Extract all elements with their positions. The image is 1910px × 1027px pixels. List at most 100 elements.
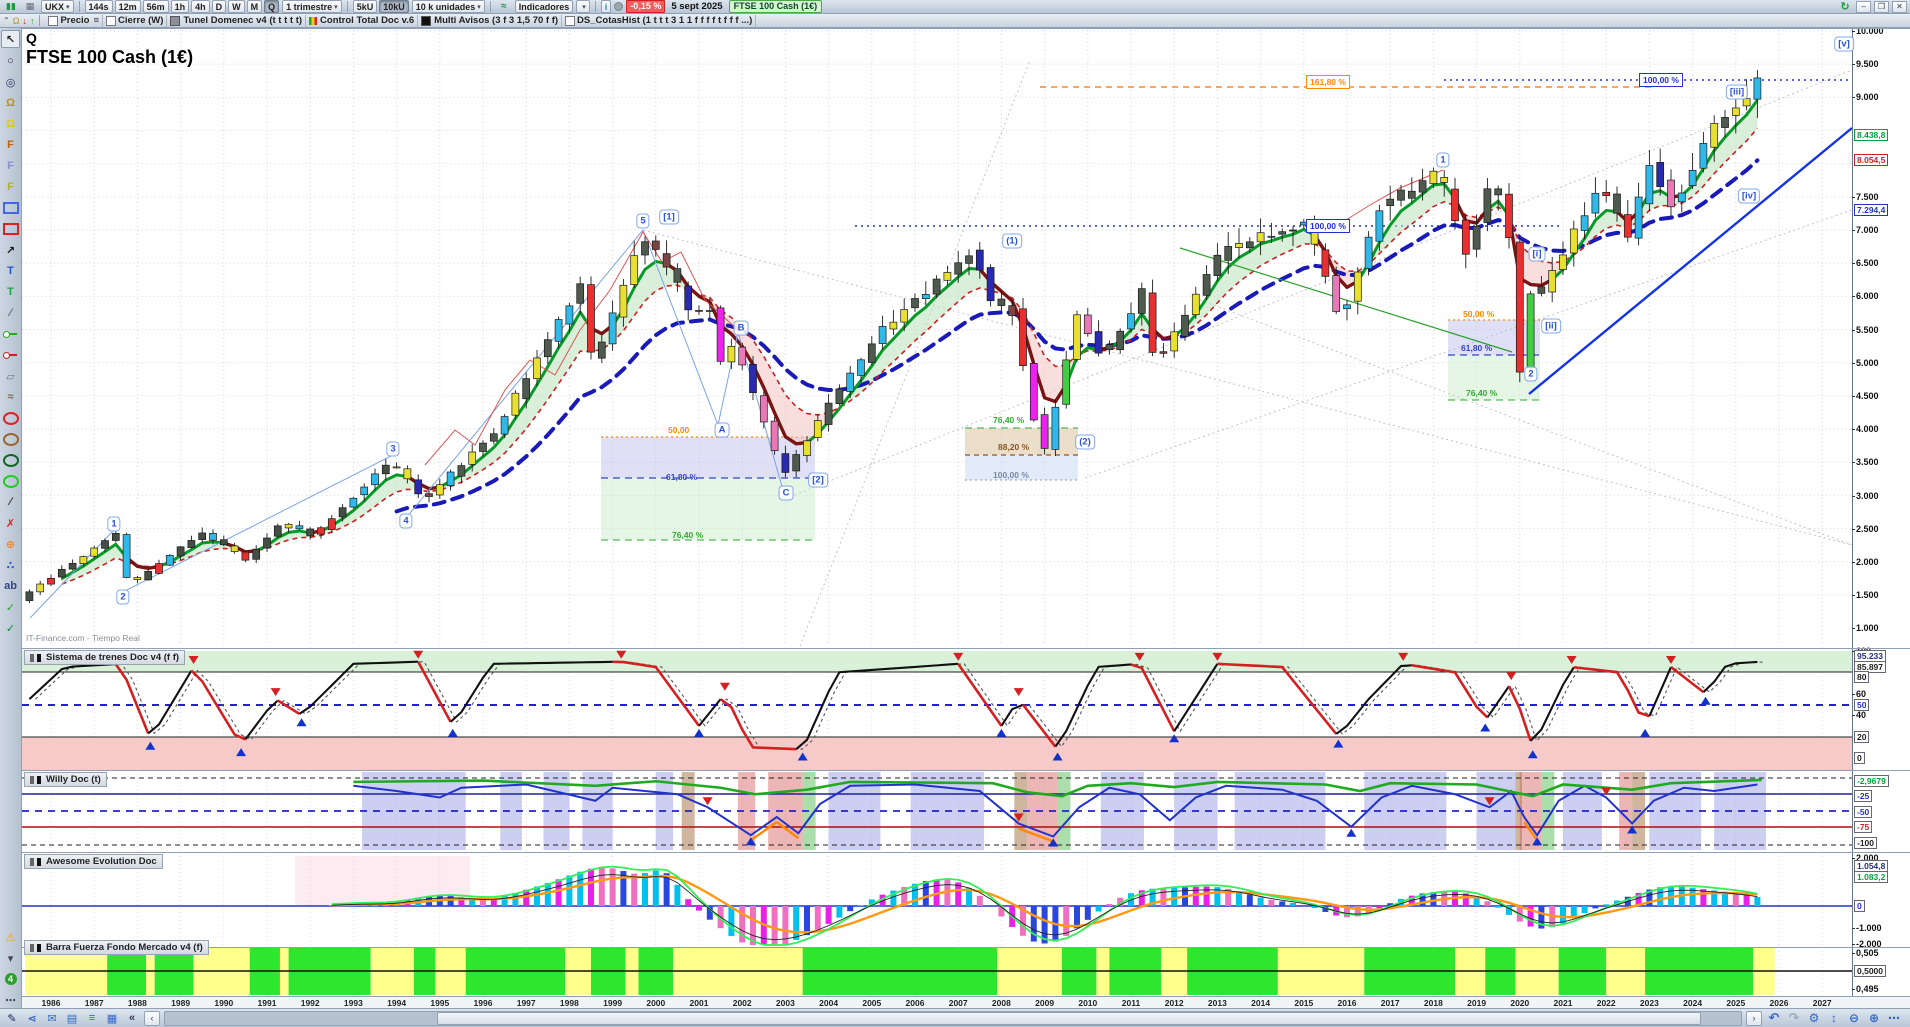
timeframe-button-D[interactable]: D [211, 0, 227, 13]
comment-icon[interactable]: ✉ [47, 1012, 57, 1025]
alarm-bell-tool[interactable]: Ω [6, 118, 15, 130]
fib-projection-tool[interactable]: F [7, 181, 14, 193]
scroll-right-button[interactable]: › [1746, 1010, 1762, 1026]
text-balloon-tool[interactable]: T [7, 286, 14, 298]
target-plus-tool[interactable]: ⊕ [5, 538, 16, 551]
ruler-tool[interactable]: ▱ [6, 370, 15, 383]
refresh-icon[interactable]: ↻ [1840, 1, 1850, 13]
panel-header-3[interactable]: Barra Fuerza Fondo Mercado v4 (f) [24, 940, 209, 955]
main-price-chart[interactable] [22, 28, 1852, 648]
more-icon[interactable]: ⋯ [5, 994, 16, 1007]
indicators-dropdown[interactable]: ▾ [576, 0, 590, 13]
cursor-tool[interactable]: ↖ [1, 30, 20, 48]
legend-item-5[interactable]: DS_CotasHist (1 t t t 3 1 1 f f f f t f … [562, 14, 757, 27]
abc-label-tool[interactable]: ab [4, 580, 17, 592]
checkbox-icon[interactable] [48, 15, 59, 26]
sell-arrow-icon[interactable]: ↓ [22, 15, 27, 26]
info-button[interactable]: i [600, 0, 612, 13]
ellipse-brown-tool[interactable] [2, 431, 19, 447]
snapshot-icon[interactable]: ▦ [106, 1012, 118, 1025]
legend-item-4[interactable]: Multi Avisos (3 f 3 1,5 70 f f) [418, 14, 563, 27]
indicators-button[interactable]: Indicadores [514, 0, 574, 13]
year-label: 1992 [300, 998, 320, 1008]
year-label: 1991 [257, 998, 277, 1008]
units-select[interactable]: 10 k unidades ▾ [411, 0, 485, 13]
tools-gear-icon[interactable]: ⚙ [1808, 1011, 1820, 1025]
fibonacci-tool[interactable]: F [7, 139, 14, 151]
timeframe-button-Q[interactable]: Q [264, 0, 280, 13]
redo-icon[interactable]: ↷ [1788, 1010, 1800, 1025]
channel-tool[interactable]: ≈ [7, 391, 14, 403]
timeframe-button-1h[interactable]: 1h [170, 0, 190, 13]
unit-button-5kU[interactable]: 5kU [352, 0, 378, 13]
symbol-select[interactable]: UKX ▾ [41, 0, 74, 13]
legend-item-3[interactable]: Control Total Doc v.6 [306, 14, 419, 27]
scroll-left-button[interactable]: ‹ [144, 1010, 160, 1026]
confirm-check-icon[interactable]: ✓ [5, 601, 16, 614]
zoom-fit-icon[interactable]: ↕ [1831, 1011, 1837, 1025]
list-icon[interactable]: ≡ [93, 15, 100, 26]
timeframe-button-56m[interactable]: 56m [142, 0, 169, 13]
checkbox-icon[interactable] [106, 15, 117, 26]
zoom-in-icon[interactable]: ⊕ [1868, 1011, 1880, 1025]
willy-panel[interactable] [22, 770, 1852, 852]
panel-header-2[interactable]: Awesome Evolution Doc [24, 854, 163, 869]
hline-red-tool[interactable] [2, 347, 19, 363]
pencil-icon[interactable]: ✎ [7, 1012, 17, 1025]
line-tool[interactable]: ∕ [9, 496, 12, 508]
restore-button[interactable]: ❐ [1874, 0, 1889, 13]
compare-icon[interactable]: ≡ [88, 1012, 96, 1024]
price-tick: 1.000 [1852, 623, 1879, 633]
ellipse-green-tool[interactable] [2, 473, 19, 489]
collapse-toolbar-icon[interactable]: ⌃ [3, 16, 10, 25]
fuerza-panel[interactable] [22, 947, 1852, 996]
rect-red-tool[interactable] [2, 221, 19, 237]
fib-retracement-tool[interactable]: F [7, 160, 14, 172]
delete-drawing-tool[interactable]: ✗ [5, 517, 16, 530]
trend-arrow-tool[interactable]: ↗ [5, 244, 16, 257]
zoom-out-icon[interactable]: ⊖ [1848, 1011, 1860, 1025]
scrollbar-track[interactable] [164, 1010, 1742, 1026]
unit-button-10kU[interactable]: 10kU [379, 0, 409, 13]
apply-check-icon[interactable]: ✓ [5, 622, 16, 635]
rect-select-tool[interactable] [2, 200, 19, 216]
collapse-icon[interactable]: ▾ [7, 952, 14, 965]
ellipse-darkgreen-tool[interactable] [2, 452, 19, 468]
scrollbar-thumb[interactable] [437, 1011, 1701, 1025]
timeframe-button-M[interactable]: M [246, 0, 263, 13]
timeframe-button-W[interactable]: W [228, 0, 245, 13]
layers-badge[interactable]: 4 [2, 971, 19, 987]
warning-icon[interactable]: ⚠ [5, 931, 16, 944]
scatter-tool[interactable]: ∴ [6, 559, 15, 572]
close-button[interactable]: ✕ [1892, 0, 1907, 13]
collapse-left-icon[interactable]: « [128, 1012, 136, 1024]
alarm-pointer-tool[interactable]: Ω [6, 97, 15, 109]
checkbox-icon[interactable] [565, 15, 576, 26]
timeframe-button-4h[interactable]: 4h [191, 0, 210, 13]
fib-target-label: 100,00 % [1639, 73, 1683, 87]
alerts-bell-icon[interactable]: Ω [12, 15, 20, 26]
legend-item-0[interactable]: Precio ≡ [45, 14, 104, 27]
timeframe-button-144s[interactable]: 144s [84, 0, 113, 13]
layout-grid-icon[interactable]: ▦ [25, 1, 35, 11]
awesome-panel[interactable] [22, 852, 1852, 947]
minimize-button[interactable]: – [1856, 0, 1871, 13]
text-tool[interactable]: T [7, 265, 14, 277]
zoom-tool[interactable]: ○ [7, 55, 14, 67]
panel-header-0[interactable]: Sistema de trenes Doc v4 (f f) [24, 650, 186, 665]
timeframe-button-12m[interactable]: 12m [114, 0, 141, 13]
trenes-panel[interactable] [22, 648, 1852, 770]
buy-arrow-icon[interactable]: ↑ [29, 15, 35, 26]
period-select[interactable]: 1 trimestre ▾ [282, 0, 342, 13]
segment-tool[interactable]: ∕ [9, 307, 12, 319]
more-icon[interactable]: ⋯ [1888, 1011, 1900, 1025]
legend-item-2[interactable]: Tunel Domenec v4 (t t t t t) [167, 14, 307, 27]
ellipse-red-tool[interactable] [2, 410, 19, 426]
share-icon[interactable]: ⋖ [27, 1012, 37, 1025]
panel-header-1[interactable]: Willy Doc (t) [24, 772, 107, 787]
export-icon[interactable]: ▤ [66, 1012, 78, 1025]
hline-green-tool[interactable] [2, 326, 19, 342]
legend-item-1[interactable]: Cierre (W) [103, 14, 168, 27]
undo-icon[interactable]: ↶ [1768, 1010, 1780, 1025]
zoom-area-tool[interactable]: ◎ [5, 76, 16, 89]
